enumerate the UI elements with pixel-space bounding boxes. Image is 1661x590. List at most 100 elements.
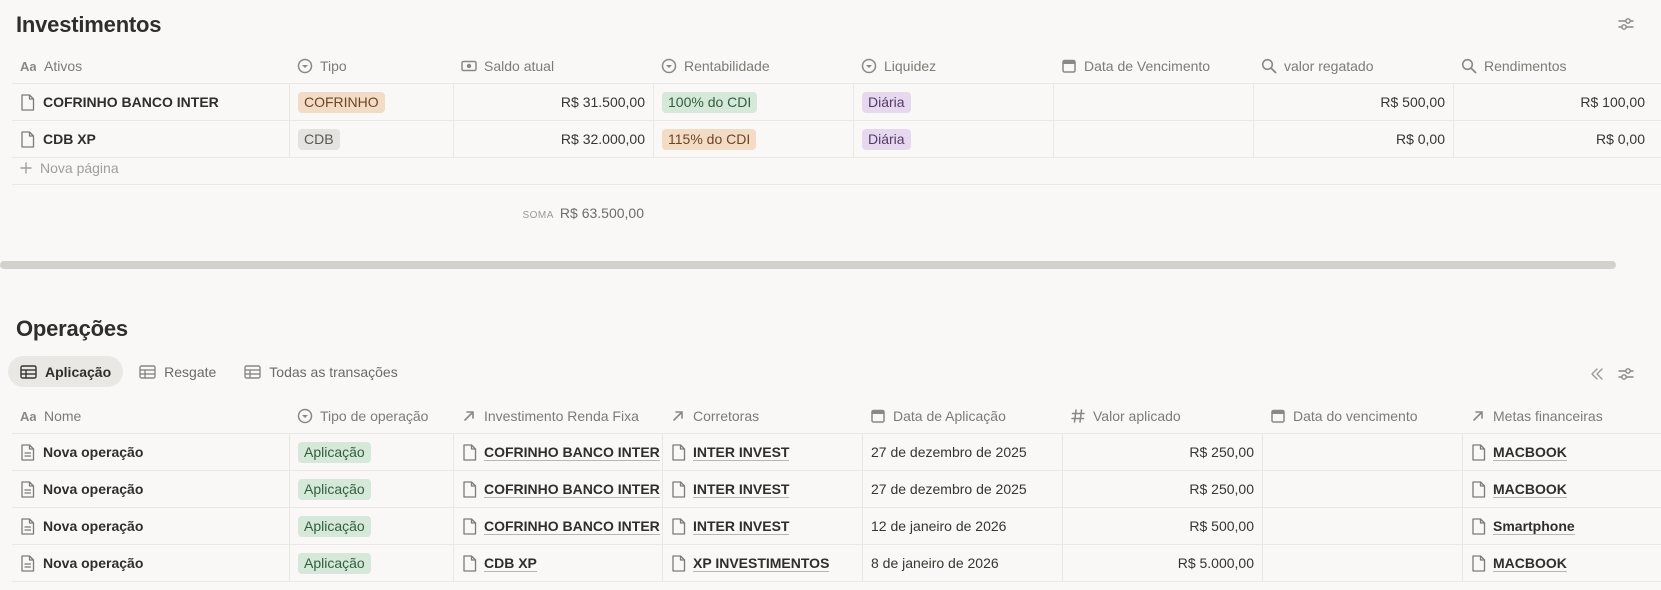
data-vencimento-cell[interactable] xyxy=(1262,545,1462,581)
tipo-cell[interactable]: CDB xyxy=(289,121,453,157)
data-aplicacao-cell[interactable]: 27 de dezembro de 2025 xyxy=(862,434,1062,470)
view-settings-icon[interactable] xyxy=(1617,15,1635,33)
horizontal-scrollbar[interactable] xyxy=(0,261,1616,269)
column-header-rendimentos[interactable]: Rendimentos xyxy=(1453,48,1653,83)
valor-aplicado-cell[interactable]: R$ 250,00 xyxy=(1062,471,1262,507)
meta-cell[interactable]: MACBOOK xyxy=(1462,434,1661,470)
rendimentos-cell[interactable]: R$ 100,00 xyxy=(1453,84,1653,120)
resgatado-value: R$ 0,00 xyxy=(1395,131,1445,147)
tipo-cell[interactable]: COFRINHO xyxy=(289,84,453,120)
saldo-cell[interactable]: R$ 31.500,00 xyxy=(453,84,653,120)
nome-cell[interactable]: Nova operação xyxy=(12,434,289,470)
investimento-link[interactable]: COFRINHO BANCO INTER xyxy=(462,481,660,498)
column-header-corretoras[interactable]: Corretoras xyxy=(662,398,862,433)
valor-aplicado-cell[interactable]: R$ 250,00 xyxy=(1062,434,1262,470)
nome-cell[interactable]: Nova operação xyxy=(12,508,289,544)
investimento-cell[interactable]: COFRINHO BANCO INTER xyxy=(453,434,662,470)
column-header-valor-aplicado[interactable]: Valor aplicado xyxy=(1062,398,1262,433)
data-aplicacao-cell[interactable]: 12 de janeiro de 2026 xyxy=(862,508,1062,544)
table-row[interactable]: Nova operação Aplicação COFRINHO BANCO I… xyxy=(12,471,1661,508)
tipo-operacao-cell[interactable]: Aplicação xyxy=(289,545,453,581)
tipo-operacao-cell[interactable]: Aplicação xyxy=(289,508,453,544)
investimento-cell[interactable]: CDB XP xyxy=(453,545,662,581)
meta-cell[interactable]: MACBOOK xyxy=(1462,471,1661,507)
tab-aplicacao[interactable]: Aplicação xyxy=(8,356,124,387)
view-settings-icon[interactable] xyxy=(1617,365,1635,383)
column-header-tipo[interactable]: Tipo xyxy=(289,48,453,83)
corretora-cell[interactable]: XP INVESTIMENTOS xyxy=(662,545,862,581)
column-header-ativos[interactable]: Aa Ativos xyxy=(12,48,289,83)
column-header-liquidez[interactable]: Liquidez xyxy=(853,48,1053,83)
column-header-saldo-atual[interactable]: Saldo atual xyxy=(453,48,653,83)
rentabilidade-cell[interactable]: 115% do CDI xyxy=(653,121,853,157)
column-header-data-aplicacao[interactable]: Data de Aplicação xyxy=(862,398,1062,433)
column-header-data-vencimento[interactable]: Data de Vencimento xyxy=(1053,48,1253,83)
column-header-tipo-operacao[interactable]: Tipo de operação xyxy=(289,398,453,433)
column-label: Data de Vencimento xyxy=(1084,57,1211,74)
corretora-link[interactable]: INTER INVEST xyxy=(671,444,790,461)
meta-link[interactable]: MACBOOK xyxy=(1471,555,1567,572)
meta-link[interactable]: Smartphone xyxy=(1471,518,1575,535)
investimento-cell[interactable]: COFRINHO BANCO INTER xyxy=(453,471,662,507)
column-label: Nome xyxy=(44,407,82,424)
meta-link[interactable]: MACBOOK xyxy=(1471,444,1567,461)
nome-cell[interactable]: Nova operação xyxy=(12,471,289,507)
corretora-link[interactable]: XP INVESTIMENTOS xyxy=(671,555,830,572)
column-header-investimento[interactable]: Investimento Renda Fixa xyxy=(453,398,662,433)
saldo-sum[interactable]: SOMA R$ 63.500,00 xyxy=(500,205,644,221)
meta-link[interactable]: MACBOOK xyxy=(1471,481,1567,498)
investimento-cell[interactable]: COFRINHO BANCO INTER xyxy=(453,508,662,544)
tipo-operacao-cell[interactable]: Aplicação xyxy=(289,434,453,470)
column-header-metas[interactable]: Metas financeiras xyxy=(1462,398,1661,433)
new-page-button[interactable]: Nova página xyxy=(20,158,119,178)
page-icon xyxy=(463,480,477,498)
liquidez-cell[interactable]: Diária xyxy=(853,84,1053,120)
vencimento-cell[interactable] xyxy=(1053,84,1253,120)
page-icon xyxy=(463,554,477,572)
table-row[interactable]: Nova operação Aplicação CDB XP XP INVEST… xyxy=(12,545,1661,582)
corretora-cell[interactable]: INTER INVEST xyxy=(662,434,862,470)
collapse-double-chevron-icon[interactable] xyxy=(1590,367,1604,381)
tab-todas-transacoes[interactable]: Todas as transações xyxy=(232,356,409,387)
data-aplicacao-cell[interactable]: 27 de dezembro de 2025 xyxy=(862,471,1062,507)
column-header-nome[interactable]: Aa Nome xyxy=(12,398,289,433)
data-aplicacao-value: 27 de dezembro de 2025 xyxy=(871,481,1027,497)
table-row[interactable]: CDB XP CDB R$ 32.000,00 115% do CDI Diár… xyxy=(12,121,1661,158)
corretora-cell[interactable]: INTER INVEST xyxy=(662,471,862,507)
investimento-link[interactable]: CDB XP xyxy=(462,555,537,572)
table-row[interactable]: Nova operação Aplicação COFRINHO BANCO I… xyxy=(12,508,1661,545)
meta-cell[interactable]: Smartphone xyxy=(1462,508,1661,544)
tab-resgate[interactable]: Resgate xyxy=(127,356,228,387)
rendimentos-value: R$ 0,00 xyxy=(1595,131,1645,147)
ativo-cell[interactable]: CDB XP xyxy=(12,121,289,157)
rendimentos-cell[interactable]: R$ 0,00 xyxy=(1453,121,1653,157)
nome-value: Nova operação xyxy=(43,444,144,460)
vencimento-cell[interactable] xyxy=(1053,121,1253,157)
corretora-link[interactable]: INTER INVEST xyxy=(671,518,790,535)
data-vencimento-cell[interactable] xyxy=(1262,508,1462,544)
corretora-cell[interactable]: INTER INVEST xyxy=(662,508,862,544)
tipo-operacao-cell[interactable]: Aplicação xyxy=(289,471,453,507)
investimento-link[interactable]: COFRINHO BANCO INTER xyxy=(462,518,660,535)
data-vencimento-cell[interactable] xyxy=(1262,434,1462,470)
nome-cell[interactable]: Nova operação xyxy=(12,545,289,581)
valor-aplicado-cell[interactable]: R$ 500,00 xyxy=(1062,508,1262,544)
data-aplicacao-cell[interactable]: 8 de janeiro de 2026 xyxy=(862,545,1062,581)
table-row[interactable]: Nova operação Aplicação COFRINHO BANCO I… xyxy=(12,434,1661,471)
resgatado-cell[interactable]: R$ 500,00 xyxy=(1253,84,1453,120)
ativo-cell[interactable]: COFRINHO BANCO INTER xyxy=(12,84,289,120)
meta-cell[interactable]: MACBOOK xyxy=(1462,545,1661,581)
data-vencimento-cell[interactable] xyxy=(1262,471,1462,507)
investimento-link[interactable]: COFRINHO BANCO INTER xyxy=(462,444,660,461)
liquidez-cell[interactable]: Diária xyxy=(853,121,1053,157)
rentabilidade-cell[interactable]: 100% do CDI xyxy=(653,84,853,120)
resgatado-cell[interactable]: R$ 0,00 xyxy=(1253,121,1453,157)
svg-text:Aa: Aa xyxy=(20,409,36,424)
column-header-data-vencimento[interactable]: Data do vencimento xyxy=(1262,398,1462,433)
corretora-link[interactable]: INTER INVEST xyxy=(671,481,790,498)
valor-aplicado-cell[interactable]: R$ 5.000,00 xyxy=(1062,545,1262,581)
table-row[interactable]: COFRINHO BANCO INTER COFRINHO R$ 31.500,… xyxy=(12,84,1661,121)
saldo-cell[interactable]: R$ 32.000,00 xyxy=(453,121,653,157)
column-header-rentabilidade[interactable]: Rentabilidade xyxy=(653,48,853,83)
column-header-valor-regatado[interactable]: valor regatado xyxy=(1253,48,1453,83)
